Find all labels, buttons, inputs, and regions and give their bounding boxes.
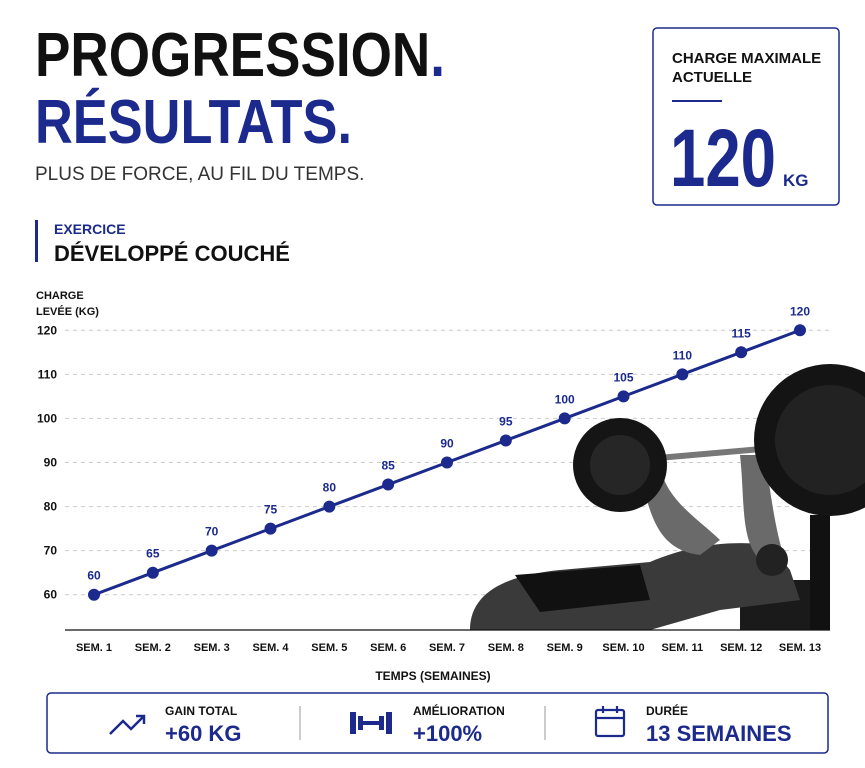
value-label: 80 (323, 481, 337, 495)
bench-press-photo (470, 364, 865, 630)
y-axis-label: CHARGE (36, 290, 84, 302)
point (323, 500, 336, 513)
point (794, 324, 806, 337)
value-label: 110 (673, 348, 693, 362)
value-label: 100 (555, 392, 575, 406)
x-tick-label: SEM. 3 (194, 642, 230, 654)
x-tick-label: SEM. 6 (370, 642, 406, 654)
x-tick-label: SEM. 7 (429, 642, 465, 654)
y-tick-label: 80 (44, 500, 58, 514)
x-tick-label: SEM. 9 (547, 642, 583, 654)
point (676, 368, 689, 381)
x-tick-label: SEM. 5 (311, 642, 347, 654)
title-mark: . (337, 88, 352, 157)
y-tick-label: 110 (38, 367, 58, 381)
value-label: 75 (264, 503, 278, 517)
value-label: 65 (146, 547, 160, 561)
y-tick-label: 60 (44, 588, 58, 602)
exercise-label: EXERCICE (54, 221, 126, 237)
point (264, 522, 277, 535)
title-line: PROGRESSION. (35, 21, 445, 90)
point (146, 566, 159, 579)
stats-box (46, 692, 829, 754)
value-label: 105 (613, 370, 633, 384)
stat-value: +60 KG (165, 721, 241, 746)
subtitle: PLUS DE FORCE, AU FIL DU TEMPS. (35, 164, 364, 185)
max-unit: KG (783, 171, 809, 190)
y-tick-label: 90 (44, 456, 58, 470)
point (617, 390, 630, 403)
x-tick-label: SEM. 2 (135, 642, 171, 654)
value-label: 120 (790, 304, 810, 318)
max-label: ACTUELLE (672, 69, 752, 86)
title-text: PROGRESSION (35, 21, 430, 90)
trend-icon (109, 714, 146, 735)
value-label: 95 (499, 414, 513, 428)
x-tick-label: SEM. 12 (720, 642, 762, 654)
max-value: 120 (670, 113, 776, 204)
value-label: 115 (731, 326, 751, 340)
x-axis-label: TEMPS (SEMAINES) (375, 669, 490, 683)
x-tick-label: SEM. 13 (779, 642, 821, 654)
point (88, 588, 100, 601)
value-label: 60 (87, 569, 101, 583)
x-tick-label: SEM. 1 (76, 642, 112, 654)
y-tick-label: 100 (37, 411, 57, 425)
x-tick-label: SEM. 11 (662, 642, 704, 654)
y-tick-label: 70 (44, 544, 58, 558)
accent-bar (35, 220, 38, 262)
value-label: 90 (440, 437, 454, 451)
value-label: 85 (381, 459, 395, 473)
stat-label: AMÉLIORATION (413, 703, 505, 718)
dumbbell-icon (350, 712, 392, 734)
exercise-name: DÉVELOPPÉ COUCHÉ (54, 241, 290, 266)
x-tick-label: SEM. 10 (602, 642, 644, 654)
x-tick-label: SEM. 8 (488, 642, 524, 654)
y-tick-label: 120 (37, 323, 57, 337)
calendar-icon (594, 706, 626, 738)
stat-value: 13 SEMAINES (646, 721, 792, 746)
title-text: RÉSULTATS (35, 88, 337, 157)
point (735, 346, 748, 359)
value-label: 70 (205, 525, 219, 539)
y-axis-label: LEVÉE (KG) (36, 305, 99, 318)
stat-label: GAIN TOTAL (165, 704, 237, 718)
point (558, 412, 571, 425)
x-tick-label: SEM. 4 (252, 642, 289, 654)
title-mark: . (430, 21, 445, 90)
chart: 60 70 80 90 100 110 120 SEM. 1 SEM. 2 SEM. 3 SEM. … (37, 304, 830, 654)
stat-label: DURÉE (646, 703, 688, 718)
point (205, 544, 218, 557)
title-line: RÉSULTATS. (35, 88, 352, 157)
point (499, 434, 512, 447)
stat-value: +100% (413, 721, 482, 746)
point (382, 478, 395, 491)
point (441, 456, 453, 469)
max-label: CHARGE MAXIMALE (672, 50, 821, 67)
max-box (652, 27, 840, 206)
